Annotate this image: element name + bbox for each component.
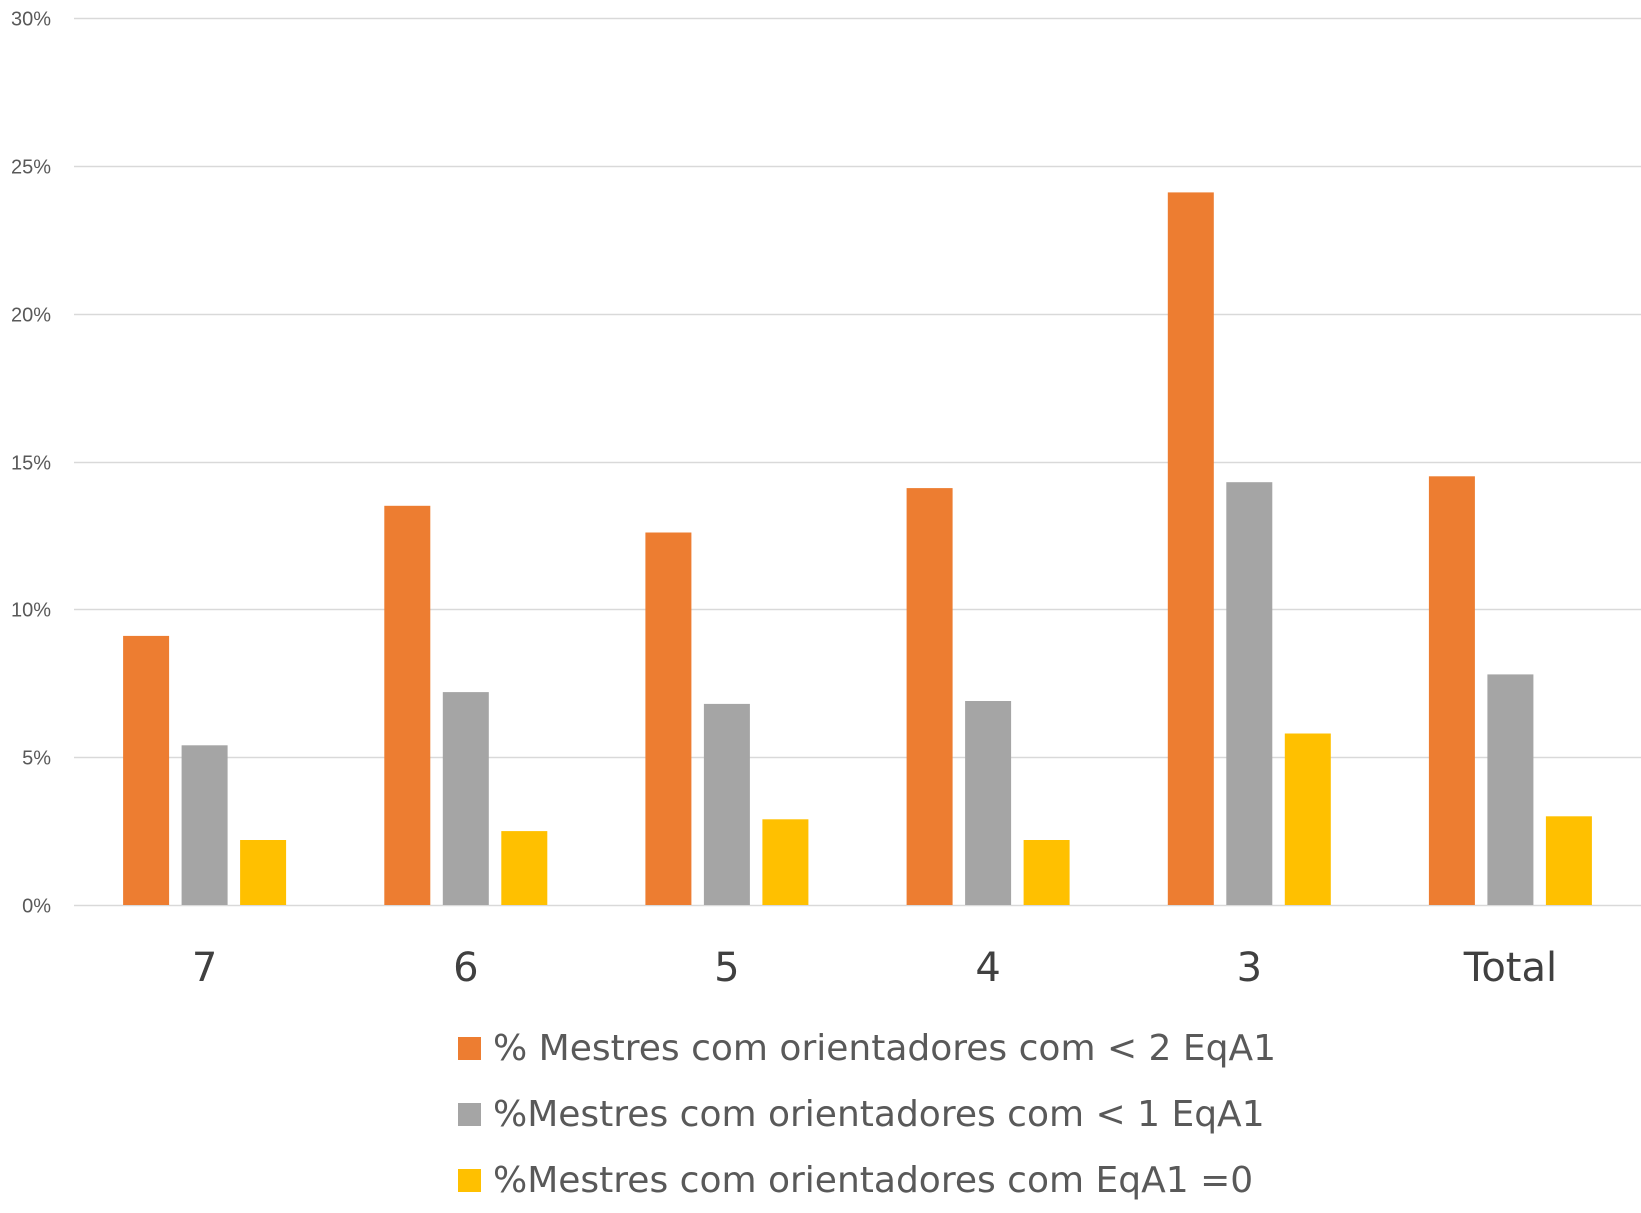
x-tick-label: Total (1463, 945, 1557, 991)
bar-series-1-category-7 (123, 636, 169, 905)
y-tick-label: 0% (22, 896, 51, 918)
legend-label-series-1: % Mestres com orientadores com < 2 EqA1 (493, 1028, 1276, 1069)
y-axis-tick-labels: 0% 5% 10% 15% 20% 25% 30% (11, 9, 51, 918)
x-axis-tick-labels: 7 6 5 4 3 Total (192, 945, 1557, 991)
x-tick-label: 6 (453, 945, 478, 991)
bar-series-3-category-5 (762, 819, 808, 905)
y-tick-label: 25% (11, 157, 51, 179)
y-tick-label: 15% (11, 453, 51, 475)
bar-series-3-category-6 (501, 831, 547, 905)
bar-series-1-category-5 (645, 533, 691, 906)
x-tick-label: 5 (714, 945, 739, 991)
bar-series-3-category-total (1546, 816, 1592, 905)
legend-item-series-3: %Mestres com orientadores com EqA1 =0 (458, 1147, 1276, 1213)
y-tick-label: 20% (11, 305, 51, 327)
legend-label-series-2: %Mestres com orientadores com < 1 EqA1 (493, 1094, 1265, 1135)
bars (123, 192, 1592, 905)
legend-swatch-series-3 (458, 1169, 481, 1192)
bar-series-3-category-3 (1285, 734, 1331, 906)
bar-series-2-category-5 (704, 704, 750, 905)
bar-series-1-category-6 (384, 506, 430, 905)
y-tick-label: 10% (11, 600, 51, 622)
legend-swatch-series-2 (458, 1103, 481, 1126)
bar-series-2-category-6 (443, 692, 489, 905)
legend-item-series-2: %Mestres com orientadores com < 1 EqA1 (458, 1081, 1276, 1147)
bar-series-2-category-total (1487, 674, 1533, 905)
bar-series-1-category-total (1429, 476, 1475, 905)
bar-series-3-category-4 (1024, 840, 1070, 905)
gridlines (74, 19, 1641, 906)
y-tick-label: 5% (22, 748, 51, 770)
legend-label-series-3: %Mestres com orientadores com EqA1 =0 (493, 1160, 1253, 1201)
bar-series-2-category-7 (182, 745, 228, 905)
legend-item-series-1: % Mestres com orientadores com < 2 EqA1 (458, 1015, 1276, 1081)
bar-series-3-category-7 (240, 840, 286, 905)
bar-series-1-category-3 (1168, 192, 1214, 905)
legend: % Mestres com orientadores com < 2 EqA1 … (458, 1015, 1276, 1213)
legend-swatch-series-1 (458, 1037, 481, 1060)
bar-series-1-category-4 (907, 488, 953, 905)
x-tick-label: 3 (1237, 945, 1262, 991)
bar-series-2-category-3 (1226, 482, 1272, 905)
x-tick-label: 7 (192, 945, 217, 991)
x-tick-label: 4 (975, 945, 1000, 991)
y-tick-label: 30% (11, 9, 51, 31)
bar-series-2-category-4 (965, 701, 1011, 905)
